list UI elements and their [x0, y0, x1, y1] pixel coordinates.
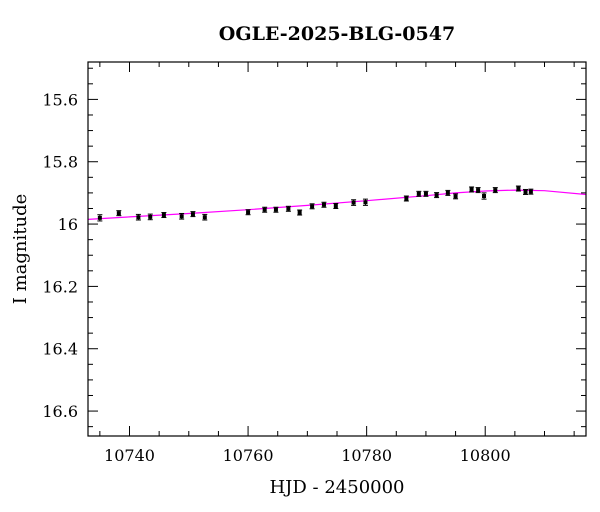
- data-point: [245, 209, 251, 216]
- y-tick-label: 15.6: [42, 90, 78, 109]
- data-point: [523, 188, 529, 195]
- data-marker: [423, 191, 428, 196]
- data-point: [273, 206, 279, 213]
- data-marker: [516, 186, 521, 191]
- data-marker: [476, 188, 481, 193]
- data-marker: [148, 214, 153, 219]
- data-point: [453, 193, 459, 200]
- data-marker: [445, 190, 450, 195]
- chart-title: OGLE-2025-BLG-0547: [219, 23, 455, 45]
- data-point: [285, 205, 291, 212]
- data-marker: [523, 189, 528, 194]
- axis-ticks: [88, 62, 586, 436]
- data-point: [434, 192, 440, 199]
- data-point: [97, 214, 103, 222]
- data-point: [481, 192, 487, 200]
- y-tick-label: 15.8: [42, 153, 78, 172]
- data-marker: [190, 212, 195, 217]
- data-marker: [310, 204, 315, 209]
- data-marker: [161, 213, 166, 218]
- data-marker: [246, 210, 251, 215]
- x-axis-label: HJD - 2450000: [269, 477, 404, 498]
- data-marker: [273, 207, 278, 212]
- data-point: [515, 185, 521, 192]
- data-marker: [286, 206, 291, 211]
- data-point: [135, 213, 141, 221]
- data-marker: [363, 200, 368, 205]
- y-tick-label: 16: [58, 215, 78, 234]
- data-point: [116, 210, 122, 217]
- data-marker: [416, 191, 421, 196]
- data-marker: [321, 202, 326, 207]
- data-marker: [528, 189, 533, 194]
- data-marker: [453, 194, 458, 199]
- tick-labels-group: 10740 10760 10780 10800 15.6 15.8 16 16.2 16.4 16…: [42, 90, 510, 465]
- data-marker: [333, 203, 338, 208]
- data-marker: [404, 196, 409, 201]
- y-axis-label: I magnitude: [10, 194, 31, 305]
- data-point: [297, 209, 303, 216]
- data-point: [492, 187, 498, 194]
- data-point: [333, 202, 339, 209]
- data-point: [403, 195, 409, 202]
- data-marker: [482, 194, 487, 199]
- data-point: [262, 206, 268, 213]
- data-points-group: [97, 185, 534, 222]
- data-point: [147, 213, 153, 221]
- plot-frame: [87, 61, 587, 437]
- data-point: [416, 190, 422, 197]
- data-point: [423, 190, 429, 197]
- data-marker: [493, 188, 498, 193]
- data-marker: [136, 215, 141, 220]
- x-tick-label: 10800: [460, 446, 511, 465]
- data-point: [351, 199, 357, 206]
- data-point: [469, 186, 475, 193]
- data-marker: [179, 214, 184, 219]
- data-marker: [116, 211, 121, 216]
- data-point: [362, 198, 368, 206]
- data-marker: [297, 210, 302, 215]
- data-point: [179, 212, 185, 220]
- data-point: [202, 213, 208, 221]
- data-point: [309, 203, 315, 210]
- y-tick-label: 16.4: [42, 340, 78, 359]
- data-marker: [262, 207, 267, 212]
- data-point: [161, 212, 167, 219]
- data-point: [190, 211, 196, 218]
- data-marker: [202, 215, 207, 220]
- data-point: [475, 187, 481, 194]
- data-point: [445, 189, 451, 196]
- x-tick-label: 10740: [104, 446, 155, 465]
- data-marker: [97, 215, 102, 220]
- data-marker: [469, 187, 474, 192]
- x-tick-label: 10760: [223, 446, 274, 465]
- data-point: [321, 201, 327, 208]
- x-tick-label: 10780: [341, 446, 392, 465]
- data-marker: [351, 200, 356, 205]
- data-point: [528, 188, 534, 195]
- data-marker: [434, 193, 439, 198]
- y-tick-label: 16.6: [42, 402, 78, 421]
- y-tick-label: 16.2: [42, 277, 78, 296]
